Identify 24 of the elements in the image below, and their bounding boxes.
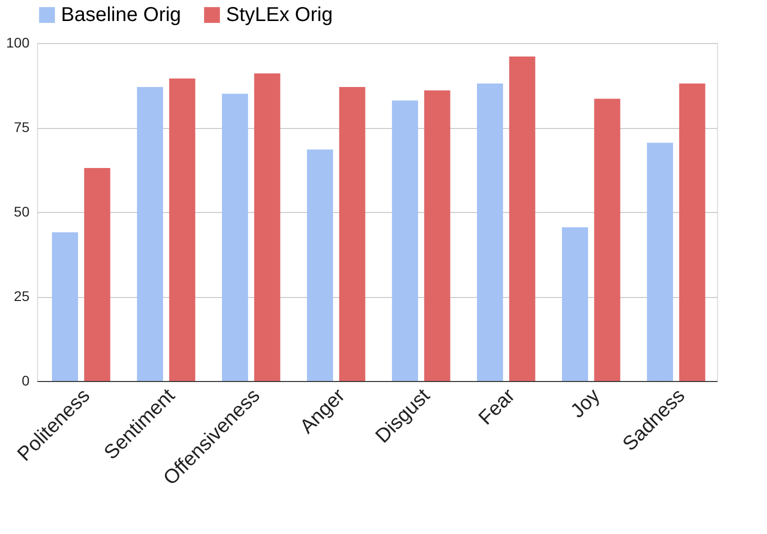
y-tick-label: 25 (14, 288, 30, 304)
legend-label: StyLEx Orig (226, 4, 333, 26)
bar (339, 86, 366, 381)
bar (646, 142, 674, 381)
bar (509, 56, 536, 381)
bar (562, 227, 588, 381)
bar (169, 78, 196, 381)
bar (52, 232, 78, 381)
y-tick-label: 75 (14, 119, 30, 135)
legend-label: Baseline Orig (61, 4, 182, 26)
bar (136, 86, 164, 381)
y-tick-label: 50 (14, 204, 30, 220)
bar (679, 84, 706, 381)
x-tick-label: Joy (566, 384, 604, 422)
y-tick-label: 0 (22, 372, 30, 388)
y-tick-label: 100 (6, 34, 30, 50)
bar (392, 100, 418, 381)
bar (84, 168, 110, 381)
bar (306, 149, 334, 381)
bar (594, 98, 620, 381)
bar (254, 73, 280, 381)
bar (476, 84, 504, 381)
bar (424, 90, 450, 381)
bar (222, 94, 248, 381)
